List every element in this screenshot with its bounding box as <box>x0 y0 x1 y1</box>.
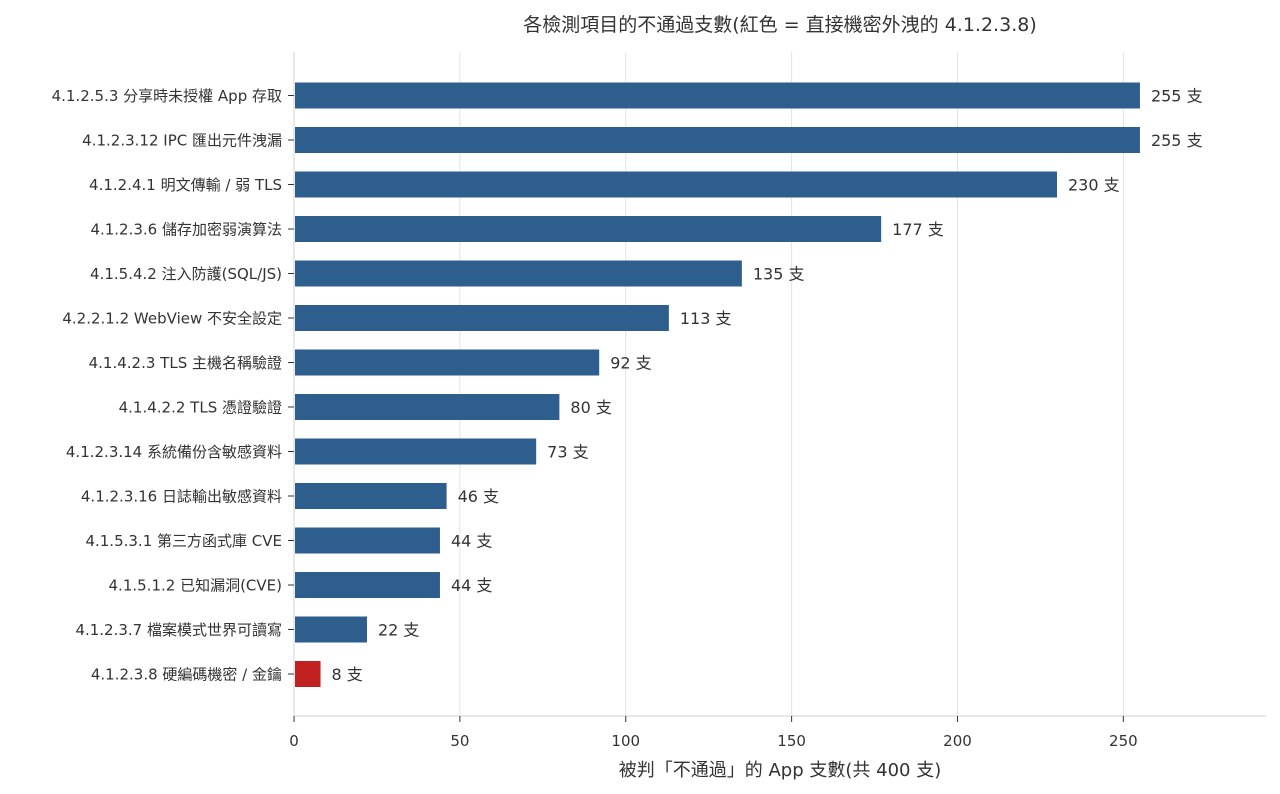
grid-layer <box>459 52 1124 716</box>
bar <box>295 438 537 465</box>
bar <box>295 82 1140 109</box>
category-label: 4.1.2.3.14 系統備份含敏感資料 <box>66 443 282 461</box>
category-label: 4.1.5.1.2 已知漏洞(CVE) <box>109 577 282 595</box>
chart-title: 各檢測項目的不通過支數(紅色 = 直接機密外洩的 4.1.2.3.8) <box>523 14 1036 36</box>
bar <box>295 394 560 420</box>
category-label: 4.1.4.2.2 TLS 憑證驗證 <box>119 399 282 417</box>
value-label: 46 支 <box>458 487 499 506</box>
value-label: 44 支 <box>451 576 492 595</box>
category-label: 4.1.2.4.1 明文傳輸 / 弱 TLS <box>89 176 282 194</box>
x-tick-label: 200 <box>943 732 972 750</box>
x-tick-label: 0 <box>289 732 299 750</box>
bar <box>295 260 742 287</box>
x-tick-label: 250 <box>1109 732 1138 750</box>
category-label: 4.1.4.2.3 TLS 主機名稱驗證 <box>89 354 282 372</box>
bar <box>295 171 1058 198</box>
value-label: 22 支 <box>378 621 419 640</box>
category-label: 4.2.2.1.2 WebView 不安全設定 <box>62 310 282 328</box>
value-label: 8 支 <box>332 665 363 684</box>
category-label: 4.1.2.3.6 儲存加密弱演算法 <box>90 221 282 239</box>
x-tick-label: 100 <box>611 732 640 750</box>
bar <box>295 616 367 643</box>
x-tick-label: 150 <box>777 732 806 750</box>
category-label: 4.1.2.5.3 分享時未授權 App 存取 <box>52 87 282 105</box>
value-label: 113 支 <box>680 309 732 328</box>
value-label: 255 支 <box>1151 87 1203 106</box>
value-label: 230 支 <box>1068 176 1120 195</box>
value-label: 177 支 <box>892 220 944 239</box>
value-label: 73 支 <box>547 443 588 462</box>
label-layer: 0 50 100 150 200 250 4.1.2.5.3 分享時未授權 App 存取 25… <box>52 87 1203 751</box>
value-label: 44 支 <box>451 532 492 551</box>
x-tick-label: 50 <box>450 732 469 750</box>
value-label: 135 支 <box>753 265 805 284</box>
x-axis-label: 被判「不通過」的 App 支數(共 400 支) <box>619 760 941 781</box>
value-label: 255 支 <box>1151 131 1203 150</box>
axis-layer <box>288 52 1266 722</box>
bar <box>295 305 669 331</box>
category-label: 4.1.5.4.2 注入防護(SQL/JS) <box>90 265 282 283</box>
bar <box>295 216 882 242</box>
value-label: 80 支 <box>570 398 611 417</box>
value-label: 92 支 <box>610 354 651 373</box>
category-label: 4.1.5.3.1 第三方函式庫 CVE <box>85 532 282 550</box>
bar <box>295 661 321 687</box>
bar <box>295 349 600 376</box>
bar-layer <box>295 82 1140 687</box>
bar <box>295 483 447 509</box>
bar <box>295 527 440 554</box>
bar <box>295 572 440 598</box>
category-label: 4.1.2.3.16 日誌輸出敏感資料 <box>81 488 282 506</box>
category-label: 4.1.2.3.12 IPC 匯出元件洩漏 <box>82 132 282 150</box>
bar <box>295 127 1140 153</box>
category-label: 4.1.2.3.7 檔案模式世界可讀寫 <box>75 621 282 639</box>
category-label: 4.1.2.3.8 硬編碼機密 / 金鑰 <box>91 666 282 684</box>
